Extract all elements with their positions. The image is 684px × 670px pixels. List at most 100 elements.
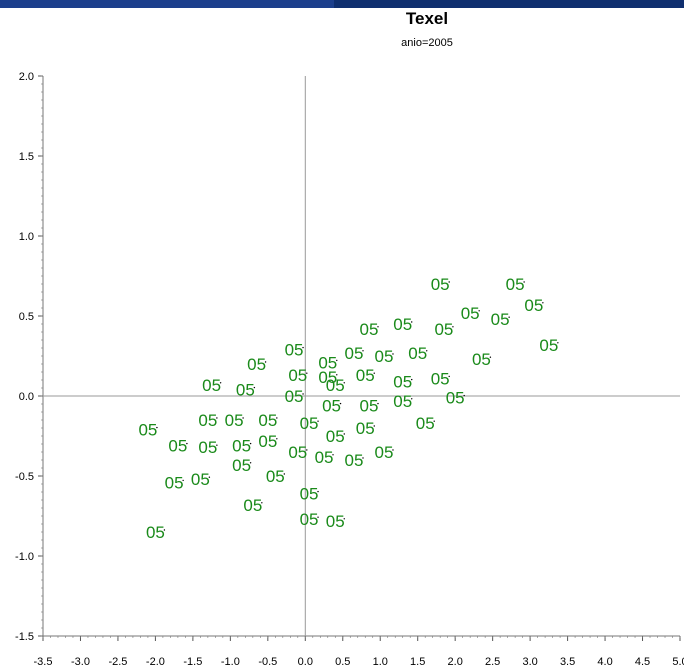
x-tick-label: 3.5 [560,656,575,668]
data-point-label: 05 [431,369,450,388]
data-point-marker [253,386,256,389]
data-point-marker [302,346,304,349]
data-point-label: 05 [285,387,304,406]
data-point-marker [276,438,278,440]
data-point-label: 05 [258,432,277,451]
data-point-label: 05 [300,414,319,433]
data-point-marker [542,302,544,304]
data-point-marker [463,394,465,397]
data-point-label: 05 [198,411,217,430]
data-point-marker [426,350,428,352]
data-point-label: 05 [356,366,375,385]
data-point-label: 05 [461,304,480,323]
x-tick-label: 2.0 [448,656,463,668]
data-point-label: 05 [285,341,304,360]
data-point-marker [392,449,394,451]
data-point-marker [433,420,435,422]
data-point-marker [156,426,158,429]
data-point-label: 05 [232,437,251,456]
y-tick-label: 1.0 [19,231,34,243]
data-point-marker [508,316,510,318]
data-point-marker [339,402,342,405]
data-point-label: 05 [165,473,184,492]
data-point-marker [306,372,308,374]
data-point-label: 05 [345,451,364,470]
x-tick-label: 5.0 [672,656,684,668]
data-point-marker [343,433,345,435]
data-point-marker [317,490,319,493]
data-point-label: 05 [288,443,307,462]
data-point-marker [343,382,345,384]
y-tick-label: 0.0 [19,391,34,403]
x-tick-label: -0.5 [258,656,277,668]
data-point-label: 05 [326,427,345,446]
y-tick-label: -1.0 [15,551,34,563]
data-point-label: 05 [191,470,210,489]
header-bar [0,0,684,8]
data-point-label: 05 [300,485,319,504]
data-point-marker [523,281,525,283]
data-point-marker [377,326,379,328]
data-point-marker [242,417,244,419]
data-point-label: 05 [225,411,244,430]
data-point-label: 05 [393,315,412,334]
x-tick-label: -3.5 [34,656,53,668]
x-tick-label: -3.0 [71,656,90,668]
x-tick-label: 0.5 [335,656,350,668]
data-point-label: 05 [258,411,277,430]
data-point-label: 05 [288,366,307,385]
data-point-label: 05 [243,496,262,515]
data-point-marker [216,417,218,419]
data-point-marker [373,372,375,374]
data-point-label: 05 [431,275,450,294]
x-tick-label: 0.0 [298,656,313,668]
data-point-label: 05 [326,512,345,531]
data-point-marker [478,310,480,312]
x-tick-label: -1.0 [221,656,240,668]
x-tick-label: -2.0 [146,656,165,668]
x-tick-label: 4.0 [597,656,612,668]
data-point-label: 05 [416,414,435,433]
data-point-label: 05 [146,523,165,542]
data-point-label: 05 [491,310,510,329]
data-point-label: 05 [232,456,251,475]
data-point-marker [373,425,375,427]
x-tick-label: 1.0 [373,656,388,668]
data-point-marker [362,350,364,352]
data-point-label: 05 [434,320,453,339]
data-point-label: 05 [393,392,412,411]
data-point-marker [489,356,492,358]
data-point-label: 05 [247,355,266,374]
data-point-marker [216,444,218,446]
data-point-marker [332,454,334,456]
data-point-label: 05 [375,347,394,366]
data-point-label: 05 [375,443,394,462]
y-tick-label: -1.5 [15,631,34,643]
y-tick-label: 0.5 [19,311,34,323]
y-tick-label: 2.0 [19,71,34,83]
y-tick-label: 1.5 [19,151,34,163]
data-point-label: 05 [360,397,379,416]
data-point-label: 05 [472,350,491,369]
data-point-label: 05 [326,376,345,395]
data-point-label: 05 [236,381,255,400]
x-tick-label: 2.5 [485,656,500,668]
y-tick-label: -0.5 [15,471,34,483]
data-point-label: 05 [345,344,364,363]
data-point-label: 05 [198,438,217,457]
data-point-marker [219,382,222,384]
data-point-label: 05 [506,275,525,294]
x-tick-label: -2.5 [108,656,127,668]
data-point-label: 05 [168,437,187,456]
data-point-marker [448,375,450,378]
data-point-label: 05 [266,467,285,486]
data-point-marker [362,457,364,459]
data-point-label: 05 [539,336,558,355]
data-point-marker [557,342,559,344]
data-point-marker [249,462,252,464]
data-point-marker [343,518,345,520]
chart-subtitle: anio=2005 [401,37,453,49]
data-point-marker [306,449,308,451]
x-tick-label: -1.5 [183,656,202,668]
